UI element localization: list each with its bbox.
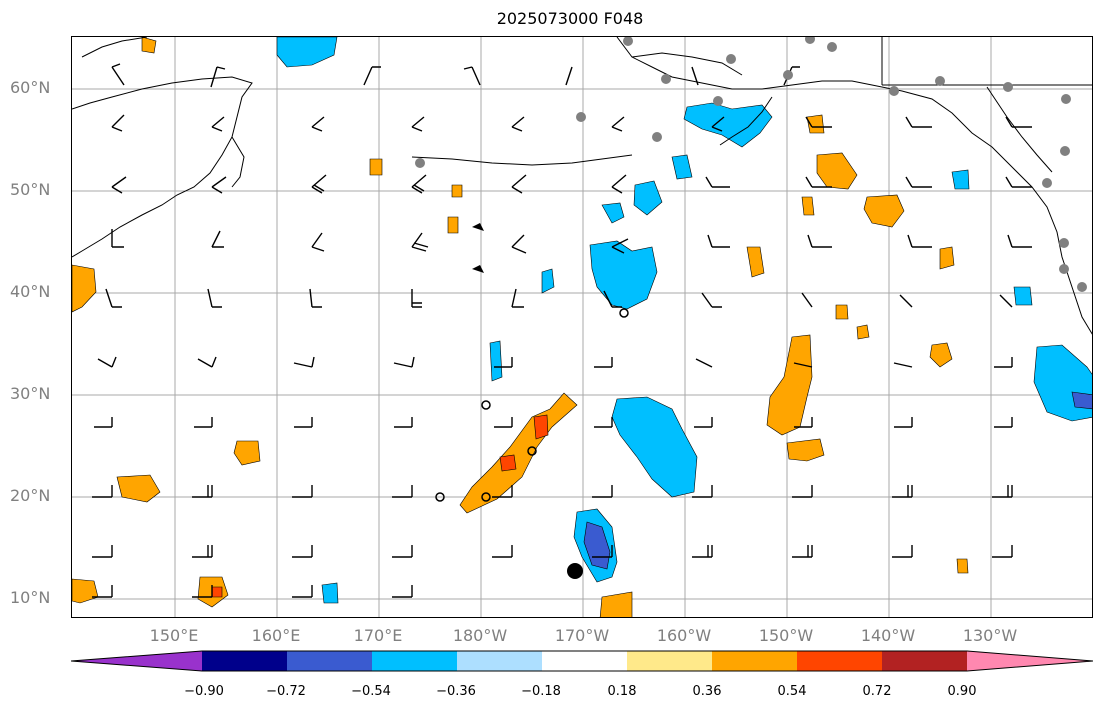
negative-anomaly-shading: [276, 37, 1092, 604]
colorbar-tick-1: −0.90: [184, 684, 224, 699]
colorbar-tick-7: 0.36: [692, 684, 722, 699]
lon-label-130w: 130°W: [962, 626, 1018, 645]
lon-label-180w: 180°W: [452, 626, 508, 645]
colorbar-outline: [71, 650, 1093, 672]
colorbar-tick-10: 0.90: [947, 684, 977, 699]
map-title: 2025073000 F048: [496, 9, 644, 28]
colorbar-tick-4: −0.36: [436, 684, 476, 699]
colorbar-segments: [71, 650, 1093, 672]
colorbar-segment: [627, 651, 712, 671]
lon-label-160e: 160°E: [251, 626, 301, 645]
map-panel: [71, 36, 1093, 618]
colorbar-segment: [797, 651, 882, 671]
colorbar-segment: [712, 651, 797, 671]
wind-barbs: [92, 63, 1032, 598]
colorbar-tick-2: −0.72: [266, 684, 306, 699]
coastlines: [72, 37, 1092, 335]
graticule: [72, 37, 1092, 617]
colorbar-segment: [202, 651, 287, 671]
solid-circle-marker: [567, 563, 583, 579]
positive-anomaly-shading: [72, 37, 969, 617]
colorbar-segment: [457, 651, 542, 671]
lon-label-150e: 150°E: [149, 626, 199, 645]
lat-label-40n: 40°N: [10, 282, 51, 301]
lat-label-10n: 10°N: [10, 588, 51, 607]
colorbar-segment: [967, 651, 1093, 671]
colorbar-segment: [287, 651, 372, 671]
colorbar: [71, 650, 1093, 672]
colorbar-segment: [372, 651, 457, 671]
colorbar-segment: [882, 651, 967, 671]
pennant-barbs: [472, 223, 484, 273]
lon-label-170e: 170°E: [353, 626, 403, 645]
open-circle-markers: [435, 308, 629, 502]
lon-label-150w: 150°W: [758, 626, 814, 645]
lon-label-160w: 160°W: [656, 626, 712, 645]
lat-label-20n: 20°N: [10, 486, 51, 505]
lat-label-60n: 60°N: [10, 78, 51, 97]
colorbar-tick-9: 0.72: [862, 684, 892, 699]
colorbar-tick-6: 0.18: [607, 684, 637, 699]
lon-label-170w: 170°W: [554, 626, 610, 645]
colorbar-tick-8: 0.54: [777, 684, 807, 699]
lat-label-50n: 50°N: [10, 180, 51, 199]
lon-label-140w: 140°W: [860, 626, 916, 645]
lat-label-30n: 30°N: [10, 384, 51, 403]
station-markers: [415, 37, 1087, 292]
colorbar-tick-3: −0.54: [351, 684, 391, 699]
map-canvas: [72, 37, 1092, 617]
colorbar-segment: [71, 651, 202, 671]
colorbar-tick-5: −0.18: [521, 684, 561, 699]
colorbar-segment: [542, 651, 627, 671]
